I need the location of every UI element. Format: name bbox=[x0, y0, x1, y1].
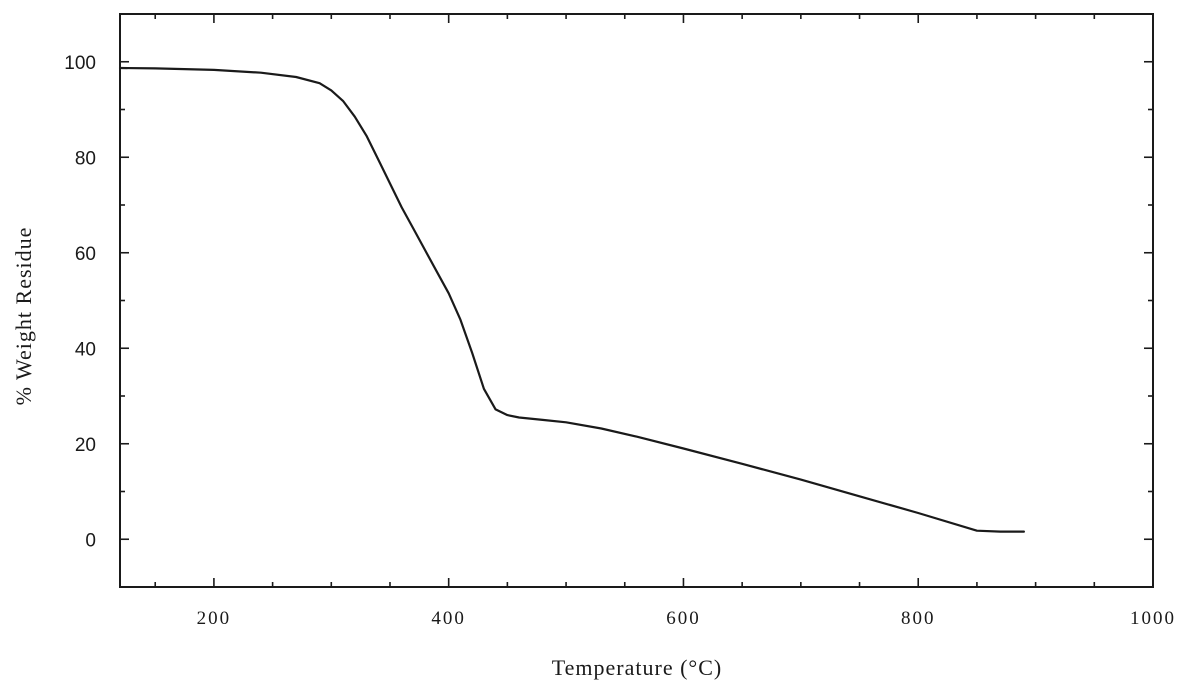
y-axis-title: % Weight Residue bbox=[11, 227, 36, 406]
y-axis-ticks: 0 20 40 60 80 100 bbox=[64, 13, 1153, 588]
y-tick-label: 80 bbox=[75, 148, 96, 169]
y-tick-label: 0 bbox=[85, 530, 96, 551]
x-tick-label: 800 bbox=[901, 608, 936, 629]
x-tick-label: 1000 bbox=[1130, 608, 1176, 629]
y-tick-label: 40 bbox=[75, 339, 96, 360]
y-tick-label: 100 bbox=[64, 53, 96, 74]
x-axis-title: Temperature (°C) bbox=[552, 655, 722, 680]
plot-frame bbox=[119, 13, 1154, 588]
x-tick-label: 200 bbox=[197, 608, 232, 629]
series-line bbox=[118, 66, 1025, 533]
x-axis-ticks: 200 400 600 800 1000 bbox=[154, 14, 1176, 629]
x-tick-label: 600 bbox=[666, 608, 701, 629]
y-tick-label: 60 bbox=[75, 244, 96, 265]
x-tick-label: 400 bbox=[431, 608, 466, 629]
y-tick-label: 20 bbox=[75, 435, 96, 456]
plot-border bbox=[119, 13, 1154, 588]
series-layer bbox=[118, 66, 1025, 533]
